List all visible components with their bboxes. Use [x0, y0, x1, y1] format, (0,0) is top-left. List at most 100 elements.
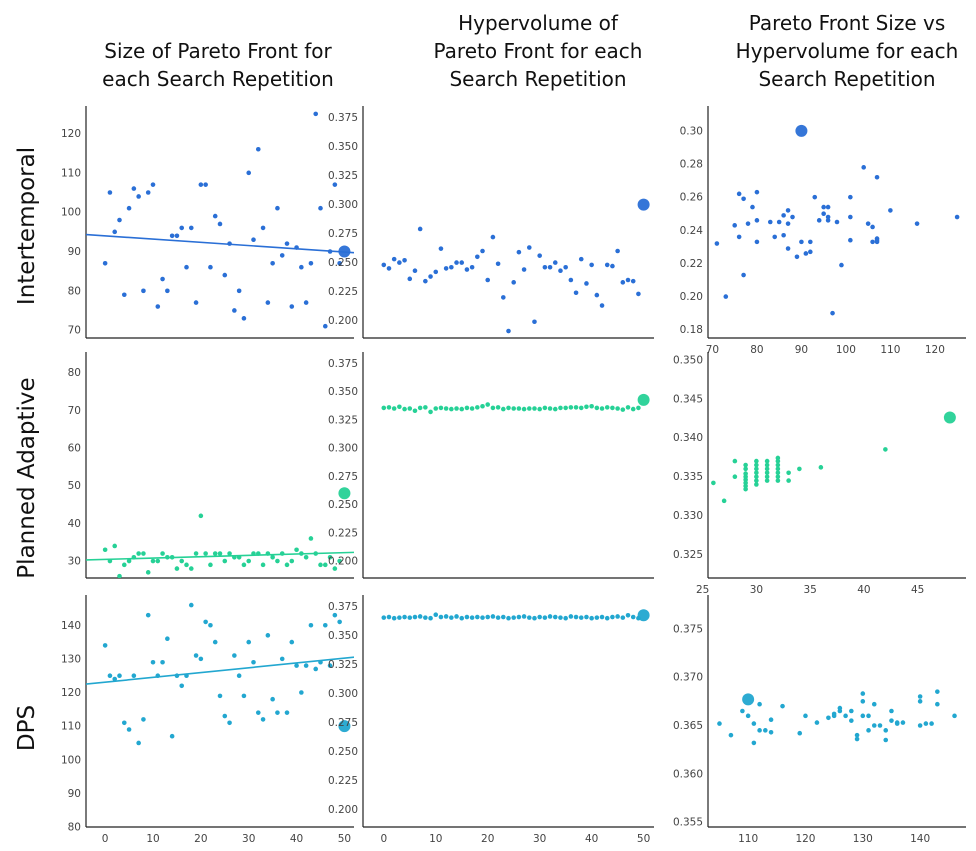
data-point	[751, 721, 757, 726]
data-point	[785, 208, 791, 213]
y-tick-label: 80	[68, 822, 81, 834]
data-point	[599, 614, 605, 620]
data-point	[136, 194, 141, 199]
data-point	[485, 614, 491, 620]
data-point	[542, 264, 548, 270]
data-point	[754, 239, 760, 245]
y-tick-label: 0.375	[328, 112, 358, 124]
data-point	[397, 404, 402, 410]
data-point	[251, 659, 256, 665]
data-point	[255, 551, 261, 556]
data-point	[232, 308, 237, 313]
data-point	[179, 683, 185, 689]
data-point	[265, 300, 271, 305]
data-point	[217, 221, 223, 227]
data-point	[506, 615, 511, 621]
data-point	[871, 701, 877, 707]
data-point	[929, 721, 934, 726]
y-tick-label: 0.24	[680, 225, 704, 237]
data-point	[402, 257, 407, 263]
data-point	[475, 614, 480, 620]
data-point	[917, 723, 923, 728]
y-tick-label: 0.350	[328, 141, 358, 153]
data-point	[768, 729, 774, 735]
data-point	[547, 406, 553, 411]
data-point	[299, 690, 304, 695]
data-point	[763, 728, 768, 733]
data-point	[584, 281, 589, 286]
data-point	[381, 262, 387, 268]
plot-area	[711, 447, 888, 504]
panel-planned-adaptive-size: 30 40 50 60 70 80	[68, 352, 354, 579]
highlight-point	[637, 609, 650, 622]
data-point	[573, 614, 579, 620]
data-point	[620, 407, 626, 412]
data-point	[275, 205, 280, 211]
data-point	[865, 221, 871, 226]
data-point	[521, 614, 527, 619]
y-tick-label: 120	[61, 128, 81, 140]
data-point	[322, 622, 328, 628]
data-point	[294, 547, 299, 553]
data-point	[480, 248, 485, 254]
data-point	[870, 239, 875, 245]
data-point	[563, 405, 568, 411]
y-tick-label: 80	[68, 285, 81, 297]
plot-area	[86, 513, 354, 578]
data-point	[270, 260, 275, 266]
data-point	[112, 676, 118, 682]
data-point	[490, 614, 496, 619]
data-point	[558, 405, 563, 411]
data-point	[889, 708, 894, 714]
column-title-1-line-2: Search Repetition	[449, 67, 626, 91]
data-point	[251, 237, 256, 242]
data-point	[848, 214, 853, 220]
y-tick-label: 0.370	[673, 672, 703, 684]
data-point	[521, 406, 527, 412]
data-point	[117, 673, 122, 678]
data-point	[490, 405, 496, 411]
data-point	[825, 214, 831, 220]
panel-dps-size_vs_hypervolume: 0.355 0.360 0.365 0.370 0.375 110 120 130 140	[673, 595, 966, 845]
data-point	[212, 213, 218, 219]
data-point	[785, 221, 791, 226]
regression-line	[86, 656, 354, 685]
data-point	[799, 239, 804, 245]
data-point	[883, 728, 889, 733]
data-point	[547, 614, 553, 619]
y-tick-label: 120	[61, 687, 81, 699]
data-point	[193, 300, 199, 305]
data-point	[775, 462, 781, 468]
column-title-0-line-0: Size of Pareto Front for	[104, 39, 332, 63]
plot-area	[86, 111, 354, 329]
data-point	[428, 409, 433, 415]
data-point	[112, 229, 118, 235]
y-tick-label: 0.325	[328, 414, 358, 426]
y-tick-label: 0.18	[680, 324, 703, 336]
x-tick-label: 110	[738, 833, 758, 845]
data-point	[165, 636, 170, 642]
data-point	[751, 740, 757, 746]
data-point	[303, 554, 309, 560]
data-point	[337, 619, 342, 625]
y-tick-label: 0.275	[328, 717, 358, 729]
data-point	[537, 614, 542, 620]
data-point	[438, 405, 444, 411]
data-point	[150, 558, 156, 564]
data-point	[848, 194, 853, 200]
y-tick-label: 0.225	[328, 527, 358, 539]
data-point	[558, 615, 563, 620]
data-point	[289, 304, 295, 309]
data-point	[526, 615, 532, 620]
data-point	[303, 300, 309, 305]
panel-intertemporal-size_vs_hypervolume: 0.18 0.20 0.22 0.24 0.26 0.28 0.30 70 80 90 100 110…	[680, 106, 966, 356]
data-point	[165, 288, 170, 294]
data-point	[469, 264, 475, 270]
data-point	[854, 732, 860, 738]
data-point	[386, 614, 392, 620]
y-tick-label: 0.275	[328, 471, 358, 483]
data-point	[834, 219, 840, 225]
data-point	[714, 241, 720, 246]
data-point	[866, 728, 871, 733]
x-tick-label: 10	[429, 833, 442, 845]
